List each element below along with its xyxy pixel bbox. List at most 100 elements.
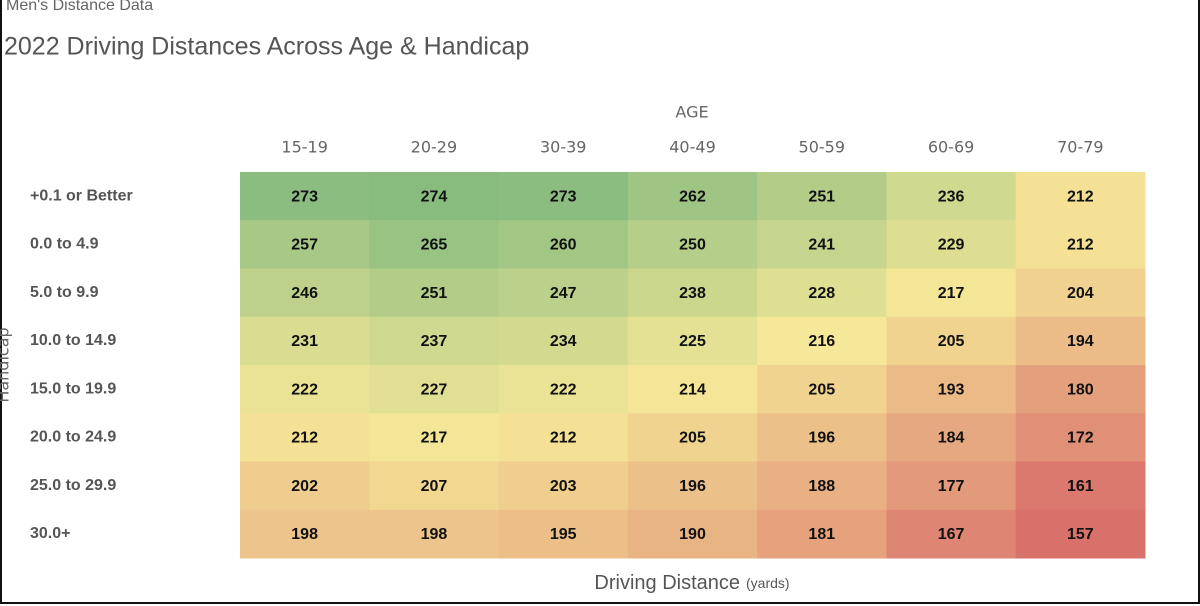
heat-cell bbox=[1015, 172, 1146, 221]
heat-cell bbox=[369, 268, 500, 318]
cell-label: 227 bbox=[421, 381, 448, 398]
heat-cell bbox=[627, 413, 758, 462]
heat-cell bbox=[369, 365, 500, 414]
footer-label: Driving Distance (yards) bbox=[594, 572, 789, 594]
row-header: 0.0 to 4.9 bbox=[30, 236, 99, 253]
cell-label: 262 bbox=[679, 188, 706, 205]
cell-label: 198 bbox=[421, 526, 448, 543]
heat-cell bbox=[627, 509, 758, 559]
row-header: 10.0 to 14.9 bbox=[30, 332, 116, 349]
row-header: 5.0 to 9.9 bbox=[30, 284, 99, 301]
cell-label: 250 bbox=[679, 237, 706, 254]
heat-cell bbox=[757, 413, 887, 462]
row-header: 20.0 to 24.9 bbox=[30, 429, 116, 446]
cell-label: 237 bbox=[421, 333, 448, 350]
heat-cell bbox=[498, 461, 629, 511]
column-header: 60-69 bbox=[928, 138, 975, 157]
heat-cell bbox=[369, 461, 500, 511]
row-header: +0.1 or Better bbox=[30, 187, 133, 204]
heat-cell bbox=[498, 268, 629, 318]
footer-label-main: Driving Distance bbox=[594, 572, 740, 594]
column-header: 30-39 bbox=[540, 138, 587, 157]
cell-label: 205 bbox=[808, 381, 835, 398]
heat-cell bbox=[1015, 461, 1146, 511]
heat-cell bbox=[757, 509, 887, 559]
cell-label: 265 bbox=[421, 237, 448, 254]
heat-cell bbox=[627, 220, 758, 269]
heat-cell bbox=[240, 316, 370, 366]
cell-label: 212 bbox=[291, 430, 318, 447]
heat-cell bbox=[498, 365, 629, 414]
heat-cell bbox=[1015, 316, 1146, 366]
heat-cell bbox=[757, 172, 887, 221]
heat-cell bbox=[757, 365, 887, 414]
heat-cell bbox=[498, 220, 629, 269]
footer-unit: (yards) bbox=[746, 575, 790, 591]
cell-label: 181 bbox=[808, 526, 835, 543]
cell-label: 198 bbox=[291, 526, 318, 543]
y-axis-title: Handicap bbox=[0, 327, 13, 402]
cell-label: 207 bbox=[421, 478, 448, 495]
heat-cell bbox=[240, 220, 370, 269]
heat-cell bbox=[886, 413, 1017, 462]
heat-cell bbox=[627, 268, 758, 318]
cell-label: 212 bbox=[1067, 188, 1094, 205]
heat-cell bbox=[1015, 509, 1146, 559]
row-header: 15.0 to 19.9 bbox=[30, 380, 116, 397]
heat-cell bbox=[369, 220, 500, 269]
heat-cell bbox=[627, 461, 758, 511]
cell-label: 202 bbox=[291, 478, 318, 495]
heat-cell bbox=[886, 509, 1017, 559]
heat-cell bbox=[498, 509, 629, 559]
heat-cell bbox=[369, 413, 500, 462]
cell-label: 194 bbox=[1067, 333, 1094, 350]
cell-label: 212 bbox=[1067, 237, 1094, 254]
cell-label: 188 bbox=[808, 478, 835, 495]
cell-label: 222 bbox=[291, 381, 318, 398]
row-header: 30.0+ bbox=[30, 525, 70, 542]
cell-label: 196 bbox=[679, 478, 706, 495]
heat-cell bbox=[240, 365, 370, 414]
cell-label: 217 bbox=[938, 285, 965, 302]
heat-cell bbox=[886, 461, 1017, 511]
heat-cell bbox=[757, 461, 887, 511]
cell-label: 274 bbox=[421, 188, 448, 205]
cell-label: 205 bbox=[938, 333, 965, 350]
cell-label: 184 bbox=[938, 430, 965, 447]
heat-cell bbox=[240, 461, 370, 511]
cell-label: 260 bbox=[550, 237, 577, 254]
heat-cell bbox=[886, 220, 1017, 269]
cell-label: 247 bbox=[550, 285, 577, 302]
cell-label: 212 bbox=[550, 430, 577, 447]
heat-cell bbox=[240, 509, 370, 559]
heat-cell bbox=[627, 316, 758, 366]
cell-label: 180 bbox=[1067, 381, 1094, 398]
heat-cell bbox=[1015, 365, 1146, 414]
cell-label: 190 bbox=[679, 526, 706, 543]
cell-label: 216 bbox=[808, 333, 835, 350]
row-header: 25.0 to 29.9 bbox=[30, 477, 116, 494]
cell-label: 251 bbox=[808, 188, 835, 205]
x-axis-title: AGE bbox=[675, 103, 708, 122]
heat-cell bbox=[498, 316, 629, 366]
column-header: 15-19 bbox=[281, 138, 328, 157]
heat-cell bbox=[1015, 413, 1146, 462]
cell-label: 157 bbox=[1067, 526, 1094, 543]
cell-label: 225 bbox=[679, 333, 706, 350]
heat-cell bbox=[1015, 268, 1146, 318]
cell-label: 177 bbox=[938, 478, 965, 495]
cell-label: 205 bbox=[679, 430, 706, 447]
cell-label: 273 bbox=[291, 188, 318, 205]
heat-cell bbox=[369, 316, 500, 366]
cell-label: 214 bbox=[679, 381, 706, 398]
cell-label: 229 bbox=[938, 237, 965, 254]
cell-label: 273 bbox=[550, 188, 577, 205]
cell-label: 167 bbox=[938, 526, 965, 543]
heat-cell bbox=[240, 172, 370, 221]
cell-label: 204 bbox=[1067, 285, 1094, 302]
cell-label: 222 bbox=[550, 381, 577, 398]
column-header: 70-79 bbox=[1057, 138, 1104, 157]
cell-label: 251 bbox=[421, 285, 448, 302]
